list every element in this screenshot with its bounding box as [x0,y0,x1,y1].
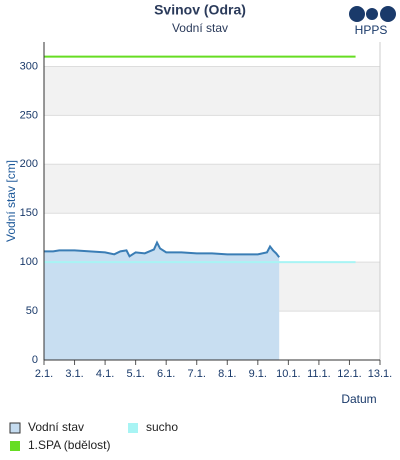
y-axis-label: Vodní stav [cm] [4,160,18,242]
logo-text: HPPS [355,23,388,37]
x-tick-label: 6.1. [157,368,175,380]
y-tick-label: 200 [20,158,38,170]
chart-title: Svinov (Odra) [154,2,246,18]
legend-swatch [10,441,20,451]
legend-swatch [128,423,138,433]
y-tick-label: 0 [32,354,38,366]
x-tick-label: 2.1. [35,368,53,380]
logo: HPPS [349,6,396,37]
legend-swatch [9,422,21,434]
y-tick-label: 300 [20,60,38,72]
line [44,240,280,258]
x-tick-label: 7.1. [188,368,206,380]
x-tick-label: 8.1. [218,368,236,380]
y-tick-label: 100 [20,256,38,268]
grid-band [44,66,380,116]
legend-label: Vodní stav [28,420,84,434]
area [44,242,280,360]
x-tick-label: 13.1. [368,368,392,380]
x-tick-label: 10.1. [276,368,300,380]
logo-dot [349,6,365,22]
grid-band [44,164,380,214]
x-tick-label: 5.1. [126,368,144,380]
x-tick-label: 3.1. [65,368,83,380]
logo-dot [366,8,378,20]
y-tick-label: 250 [20,109,38,121]
x-tick-label: 9.1. [249,368,267,380]
y-tick-label: 50 [26,305,38,317]
x-tick-label: 12.1. [337,368,361,380]
legend-label: 1.SPA (bdělost) [28,438,111,452]
y-tick-label: 150 [20,207,38,219]
legend-label: sucho [146,420,178,434]
x-axis-label: Datum [341,392,376,406]
logo-dot [380,6,396,22]
chart-subtitle: Vodní stav [172,21,228,35]
x-tick-label: 4.1. [96,368,114,380]
x-tick-label: 11.1. [307,368,331,380]
